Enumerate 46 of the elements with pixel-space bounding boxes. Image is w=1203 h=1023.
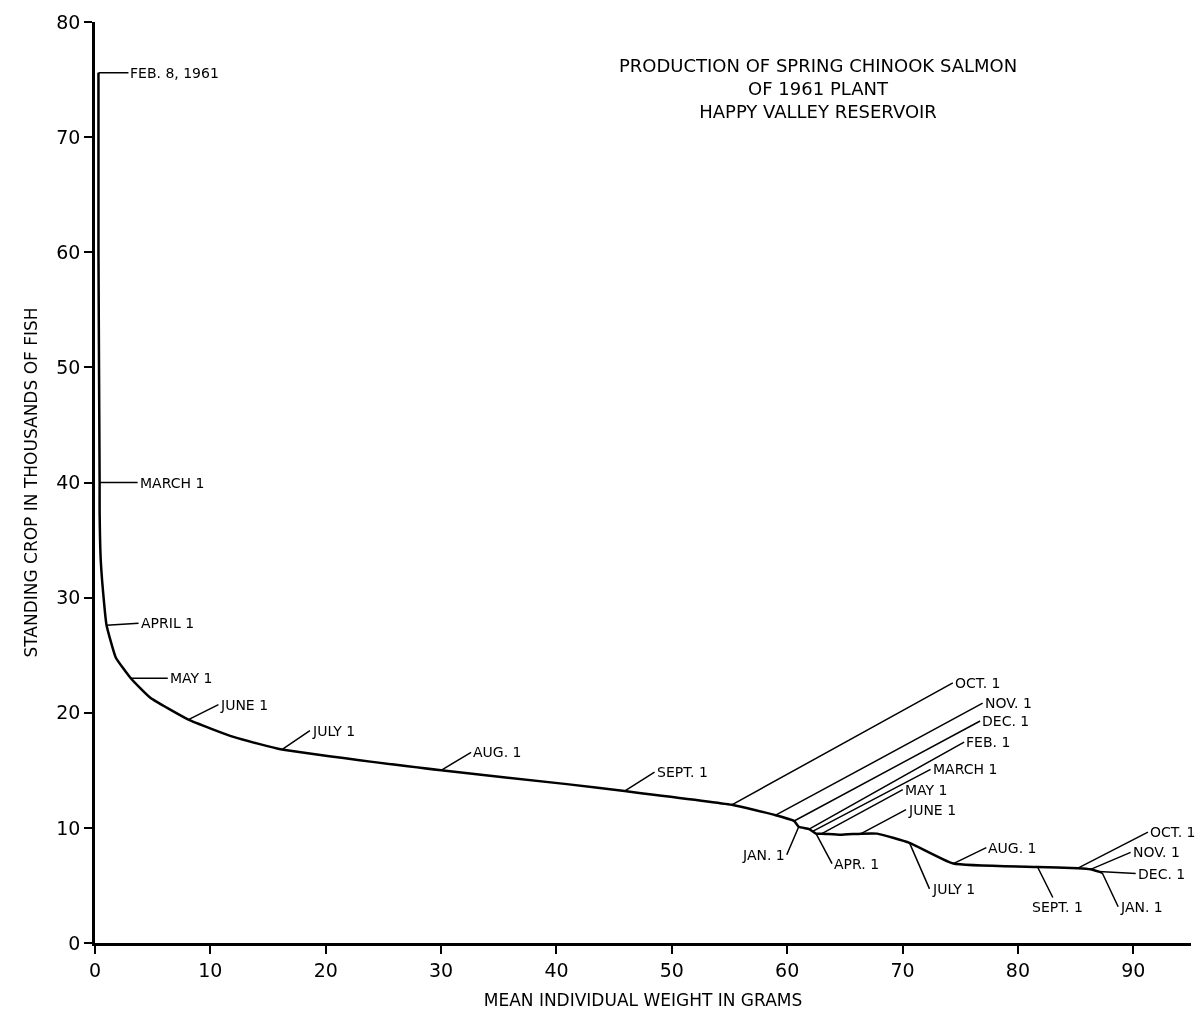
x-tick-label: 30 <box>429 958 454 981</box>
x-tick-label: 50 <box>659 958 684 981</box>
x-tick-label: 90 <box>1121 958 1146 981</box>
annotation: JUNE 1 <box>220 697 269 713</box>
y-tick-label: 20 <box>56 701 81 724</box>
annotation: FEB. 1 <box>966 734 1011 750</box>
annotation: JUNE 1 <box>908 802 957 818</box>
annotation: DEC. 1 <box>1138 866 1186 882</box>
annotation: NOV. 1 <box>985 695 1032 711</box>
annotation: AUG. 1 <box>988 840 1037 856</box>
annotation: OCT. 1 <box>955 675 1001 691</box>
x-tick-label: 80 <box>1005 958 1031 981</box>
annotation: MAY 1 <box>170 670 213 686</box>
annotation: NOV. 1 <box>1133 844 1180 860</box>
annotation: SEPT. 1 <box>1032 899 1083 915</box>
annotation: MARCH 1 <box>140 475 205 491</box>
annotation: JULY 1 <box>312 723 356 739</box>
x-tick-label: 70 <box>890 958 915 981</box>
y-tick-label: 80 <box>56 10 81 33</box>
y-tick-label: 60 <box>56 240 81 263</box>
y-tick-label: 10 <box>56 816 81 839</box>
y-tick-label: 0 <box>68 931 81 954</box>
annotation: OCT. 1 <box>1150 824 1196 840</box>
x-tick-label: 10 <box>198 958 223 981</box>
y-axis-title: STANDING CROP IN THOUSANDS OF FISH <box>20 307 41 658</box>
annotation: JAN. 1 <box>742 847 785 863</box>
x-tick-label: 20 <box>313 958 338 981</box>
annotation: JAN. 1 <box>1120 899 1163 915</box>
x-tick-label: 40 <box>544 958 569 981</box>
annotation: SEPT. 1 <box>657 764 708 780</box>
text: PRODUCTION OF SPRING CHINOOK SALMON OF 1961 PLANT HAPPY VALLEY RESERVOIR <box>618 54 1018 123</box>
annotation: DEC. 1 <box>982 713 1030 729</box>
annotation: APRIL 1 <box>141 615 195 631</box>
y-tick-label: 40 <box>56 471 81 494</box>
annotation: AUG. 1 <box>473 744 522 760</box>
y-tick-label: 30 <box>56 586 81 609</box>
x-tick-label: 0 <box>88 958 102 981</box>
annotation: MARCH 1 <box>933 761 998 777</box>
y-tick-label: 70 <box>56 125 81 148</box>
annotation: FEB. 8, 1961 <box>130 65 219 81</box>
annotation: MAY 1 <box>905 782 948 798</box>
x-axis-title: MEAN INDIVIDUAL WEIGHT IN GRAMS <box>483 989 803 1010</box>
annotation: APR. 1 <box>834 856 880 872</box>
y-tick-label: 50 <box>56 356 81 379</box>
x-tick-label: 60 <box>775 958 800 981</box>
annotation: JULY 1 <box>932 881 976 897</box>
